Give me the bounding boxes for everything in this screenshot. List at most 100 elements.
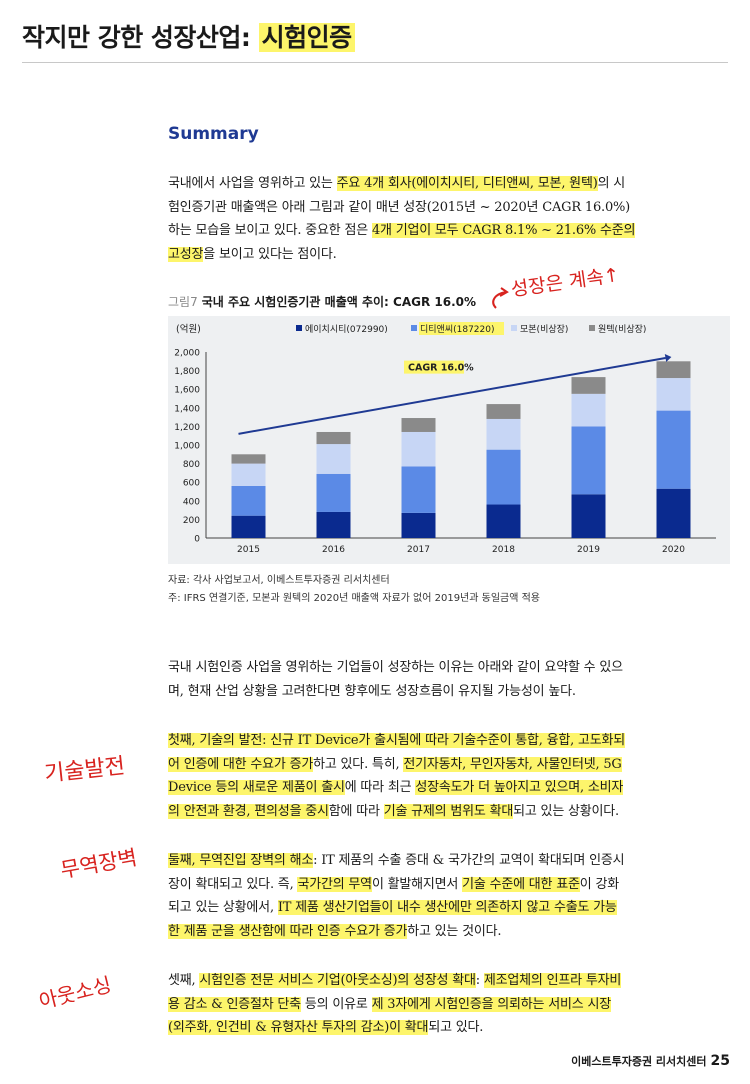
paragraph-line: 둘째, 무역진입 장벽의 해소: IT 제품의 수출 증대 & 국가간의 교역이… — [168, 849, 730, 873]
handwritten-arrow-note: 성장은 계속↑ — [492, 268, 621, 309]
highlighted-text: Device 등의 새로운 제품이 출시 — [168, 780, 345, 795]
bar-segment — [231, 485, 266, 516]
highlighted-text: 시험인증 전문 서비스 기업(아웃소싱)의 성장성 확대 — [199, 973, 476, 988]
bar-segment — [316, 444, 351, 474]
highlighted-text: 둘째, 무역진입 장벽의 해소 — [168, 853, 314, 868]
handwritten-note-top: 성장은 계속↑ — [510, 268, 621, 301]
bar-segment — [571, 393, 606, 427]
bar-segment — [656, 361, 691, 379]
highlighted-text: 용 감소 & 인증절차 단축 — [168, 996, 301, 1012]
handwritten-note-tech: 기술발전 — [43, 753, 127, 788]
bar-segment — [656, 488, 691, 538]
paragraph-line: 셋째, 시험인증 전문 서비스 기업(아웃소싱)의 성장성 확대: 제조업체의 … — [168, 969, 730, 993]
revenue-chart: (억원) 에이치시티(072990) 디티앤씨(187220) 모본(비상장) 원텍(비… — [168, 316, 730, 564]
text-segment: 함에 따라 — [328, 803, 384, 819]
y-tick-label: 1,800 — [174, 367, 200, 377]
text-segment: 되고 있다. — [428, 1020, 484, 1035]
text-segment: 되고 있는 상황이다. — [513, 803, 619, 819]
paragraph-line: 한 제품 군을 생산함에 따라 인증 수요가 증가하고 있는 것이다. — [168, 920, 730, 944]
legend-swatch — [411, 325, 417, 331]
legend-label: 원텍(비상장) — [598, 324, 646, 335]
highlighted-text: 주요 4개 회사(에이치시티, 디티앤씨, 모본, 원텍) — [336, 176, 598, 191]
highlighted-text: 기술 수준에 대한 표준 — [462, 876, 580, 892]
legend-label: 모본(비상장) — [520, 324, 568, 335]
bar-segment — [486, 504, 521, 538]
highlighted-text: 제 3자에게 시험인증을 의뢰하는 서비스 시장 — [371, 996, 611, 1012]
figure-caption: 그림7 국내 주요 시험인증기관 매출액 추이: CAGR 16.0% — [168, 293, 476, 310]
bar-segment — [231, 515, 266, 538]
paragraph-line: 하는 모습을 보이고 있다. 중요한 점은 4개 기업이 모두 CAGR 8.1… — [168, 219, 730, 243]
paragraph-line: 되고 있는 상황에서, IT 제품 생산기업들이 내수 생산에만 의존하지 않고… — [168, 896, 730, 920]
text-segment: 하고 있는 것이다. — [407, 923, 502, 939]
paragraph-line: (외주화, 인건비 & 유형자산 투자의 감소)이 확대되고 있다. — [168, 1016, 730, 1040]
text-segment: 셋째, — [168, 973, 200, 988]
paragraph-line: 국내에서 사업을 영위하고 있는 주요 4개 회사(에이치시티, 디티앤씨, 모… — [168, 172, 730, 196]
bar-segment — [486, 449, 521, 505]
page-title: 작지만 강한 성장산업: 시험인증 — [22, 18, 355, 54]
bar-segment — [401, 512, 436, 538]
cagr-trend-arrow — [238, 357, 666, 435]
y-tick-label: 200 — [183, 516, 200, 526]
paragraph-line: 고성장을 보이고 있다는 점이다. — [168, 243, 730, 267]
bar-segment — [656, 378, 691, 411]
legend-swatch — [296, 325, 302, 331]
title-divider — [22, 62, 728, 63]
bar-segment — [231, 454, 266, 464]
intro-paragraph: 국내 시험인증 사업을 영위하는 기업들이 성장하는 이유는 아래와 같이 요약… — [168, 656, 730, 703]
bar-segment — [571, 494, 606, 538]
reason-outsourcing-paragraph: 셋째, 시험인증 전문 서비스 기업(아웃소싱)의 성장성 확대: 제조업체의 … — [168, 969, 730, 1040]
highlighted-text: 첫째, 기술의 발전: 신규 IT Device가 출시됨에 따라 기술수준이 … — [168, 733, 626, 748]
bar-segment — [316, 473, 351, 512]
text-segment: 험인증기관 매출액은 아래 그림과 같이 매년 성장(2015년 ~ 2020년… — [168, 199, 631, 215]
x-tick-label: 2016 — [322, 545, 345, 555]
highlighted-text: 4개 기업이 모두 CAGR 8.1% ~ 21.6% 수준의 — [371, 223, 636, 238]
highlighted-text: 어 인증에 대한 수요가 증가 — [168, 756, 314, 772]
text-segment: 되고 있는 상황에서, — [168, 900, 278, 915]
y-tick-label: 600 — [183, 479, 200, 489]
summary-paragraph: 국내에서 사업을 영위하고 있는 주요 4개 회사(에이치시티, 디티앤씨, 모… — [168, 172, 730, 266]
paragraph-line: 장이 확대되고 있다. 즉, 국가간의 무역이 활발해지면서 기술 수준에 대한… — [168, 873, 730, 897]
legend-swatch — [511, 325, 517, 331]
text-segment: 하는 모습을 보이고 있다. 중요한 점은 — [168, 223, 372, 238]
highlighted-text: 국가간의 무역 — [297, 876, 372, 892]
legend-label: 에이치시티(072990) — [305, 323, 388, 335]
legend-swatch — [589, 325, 595, 331]
y-tick-label: 1,000 — [174, 442, 200, 452]
figure-note: 주: IFRS 연결기준, 모본과 원텍의 2020년 매출액 자료가 없어 2… — [168, 593, 541, 604]
paragraph-line: 용 감소 & 인증절차 단축 등의 이유로 제 3자에게 시험인증을 의뢰하는 … — [168, 993, 730, 1017]
x-tick-label: 2019 — [577, 545, 600, 555]
highlighted-text: IT 제품 생산기업들이 내수 생산에만 의존하지 않고 수출도 가능 — [277, 900, 617, 915]
text-segment: 이 강화 — [579, 876, 619, 892]
reason-trade-paragraph: 둘째, 무역진입 장벽의 해소: IT 제품의 수출 증대 & 국가간의 교역이… — [168, 849, 730, 943]
y-tick-label: 800 — [183, 460, 200, 470]
highlighted-text: 의 안전과 환경, 편의성을 중시 — [168, 803, 329, 819]
text-segment: : IT 제품의 수출 증대 & 국가간의 교역이 확대되며 인증시 — [313, 853, 625, 868]
bar-segment — [486, 404, 521, 419]
y-tick-label: 1,400 — [174, 404, 200, 414]
text-segment: 장이 확대되고 있다. 즉, — [168, 876, 298, 892]
x-tick-label: 2015 — [237, 545, 260, 555]
bar-segment — [571, 426, 606, 495]
highlighted-text: 성장속도가 더 높아지고 있으며, 소비자 — [415, 780, 624, 795]
revenue-chart-svg: (억원) 에이치시티(072990) 디티앤씨(187220) 모본(비상장) 원텍(비… — [174, 322, 716, 555]
page-footer: 이베스트투자증권 리서치센터 25 — [571, 1053, 730, 1069]
bar-segment — [231, 463, 266, 486]
paragraph-line: 의 안전과 환경, 편의성을 중시함에 따라 기술 규제의 범위도 확대되고 있… — [168, 800, 730, 824]
highlighted-text: 고성장 — [168, 246, 204, 262]
legend-highlight — [419, 322, 504, 335]
paragraph-line: 험인증기관 매출액은 아래 그림과 같이 매년 성장(2015년 ~ 2020년… — [168, 196, 730, 220]
paragraph-line: 국내 시험인증 사업을 영위하는 기업들이 성장하는 이유는 아래와 같이 요약… — [168, 660, 623, 675]
x-tick-label: 2018 — [492, 545, 515, 555]
text-segment: 이 활발해지면서 — [371, 876, 463, 892]
y-tick-label: 2,000 — [174, 349, 200, 359]
text-segment: 국내에서 사업을 영위하고 있는 — [168, 176, 337, 191]
footer-publisher: 이베스트투자증권 리서치센터 — [571, 1055, 707, 1068]
figure-number: 그림7 — [168, 295, 198, 309]
handwritten-note-trade: 무역장벽 — [58, 845, 139, 883]
text-segment: 하고 있다. 특히, — [313, 756, 404, 772]
highlighted-text: 제조업체의 인프라 투자비 — [483, 973, 622, 988]
x-tick-label: 2017 — [407, 545, 430, 555]
y-tick-label: 1,600 — [174, 386, 200, 396]
text-segment: 에 따라 최근 — [344, 780, 416, 795]
bar-segment — [316, 431, 351, 445]
